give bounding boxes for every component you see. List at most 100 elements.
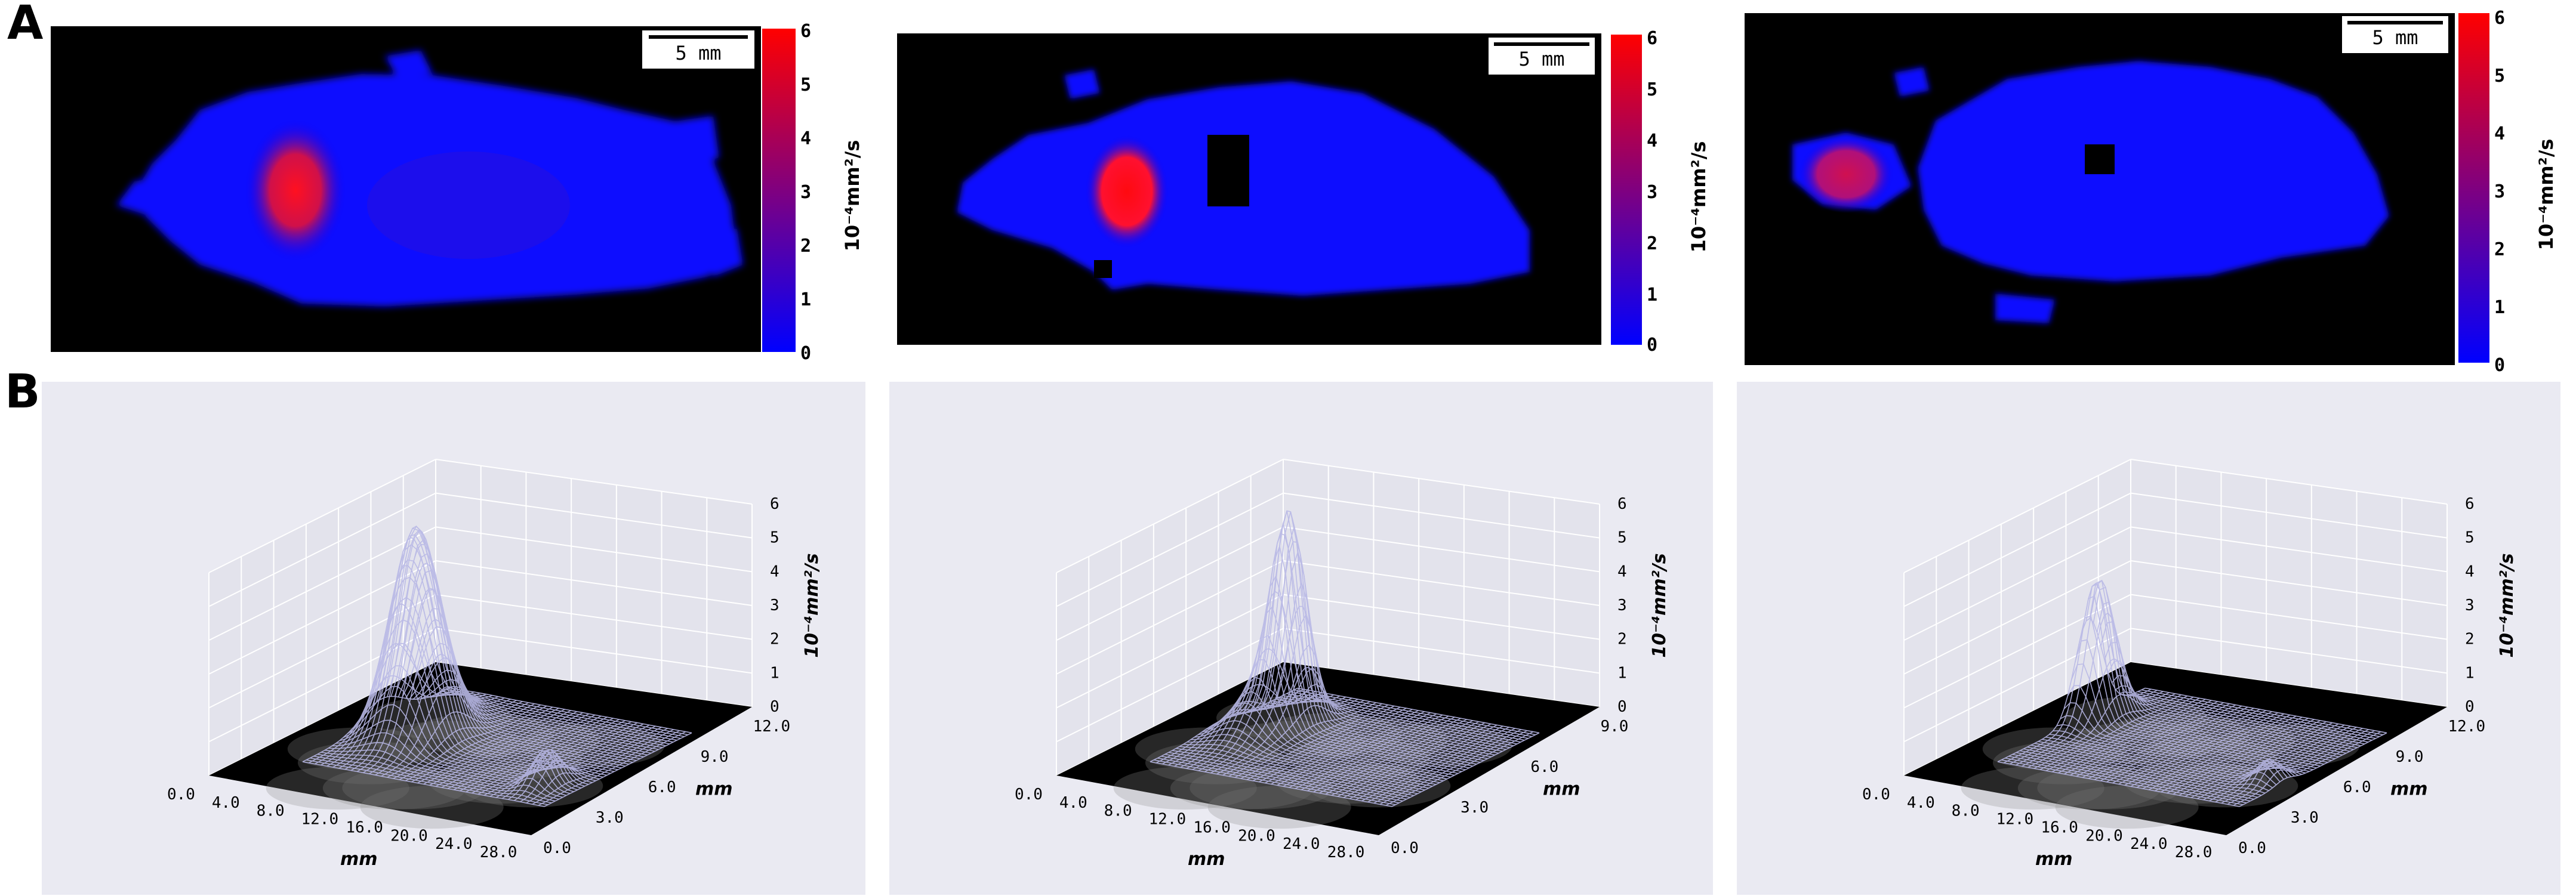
x-tick-label: 12.0 [301,811,338,829]
x-tick-label: 4.0 [1907,794,1935,812]
colorbar-axis-2: 6 5 4 3 2 1 0 10⁻⁴mm²/s [1643,24,1715,358]
z-tick-label: 3 [2465,597,2475,614]
x-tick-label: 12.0 [1996,811,2033,829]
high-diffusivity-region [245,119,346,262]
z-tick-label: 0 [1617,698,1627,716]
colorbar [2458,13,2489,363]
x-tick-label: 0.0 [1015,786,1043,804]
z-tick-label: 6 [2465,495,2475,513]
surface-floor [1056,662,1600,835]
z-tick-label: 0 [2465,698,2475,716]
colorbar-tick: 5 [800,75,811,95]
svg-text:1: 1 [1647,285,1657,305]
z-tick-label: 3 [1617,597,1627,614]
scale-bar-label: 5 mm [1518,48,1564,70]
z-axis-ticks: 0 1 2 3 4 5 6 [1617,495,1627,716]
z-tick-label: 4 [770,563,779,580]
adc-map-3: 5 mm [1745,13,2491,365]
svg-text:2: 2 [1647,233,1657,254]
z-tick-label: 1 [770,664,779,682]
axes-grid [1903,459,2448,776]
y-tick-label: 3.0 [2291,809,2319,827]
axes-grid [208,459,753,776]
colorbar-tick: 4 [800,128,811,149]
panel-b-label: B [5,365,41,419]
scale-bar: 5 mm [641,29,756,70]
y-tick-label: 6.0 [648,778,676,796]
colorbar-tick: 0 [800,343,811,364]
x-axis-label: mm [2035,849,2073,870]
x-tick-label: 28.0 [1327,844,1365,861]
scale-bar: 5 mm [1487,36,1596,76]
x-axis-ticks: 0.0 4.0 8.0 12.0 16.0 20.0 24.0 28.0 [167,786,517,861]
svg-text:4: 4 [2494,123,2505,144]
surface-floor [1904,662,2447,835]
x-tick-label: 0.0 [167,786,195,804]
y-tick-label: 6.0 [1530,758,1558,776]
y-tick-label: 12.0 [2448,718,2486,736]
x-tick-label: 20.0 [2085,827,2123,845]
z-tick-label: 6 [770,495,779,513]
y-tick-label: 9.0 [1601,718,1629,736]
svg-text:5: 5 [1647,79,1657,100]
z-axis-label: 10⁻⁴mm²/s [2497,553,2518,657]
y-tick-label: 0.0 [543,839,571,857]
svg-text:0: 0 [1647,335,1657,356]
y-axis-label: mm [1543,779,1580,800]
z-tick-label: 2 [770,631,779,648]
adc-map-2: 5 mm [897,33,1643,350]
svg-text:10⁻⁴mm²/s: 10⁻⁴mm²/s [1687,141,1710,253]
colorbar-tick: 1 [800,289,811,310]
colorbar-tick: 3 [800,182,811,203]
x-tick-label: 16.0 [2041,818,2078,836]
z-axis-label: 10⁻⁴mm²/s [1649,553,1670,657]
z-tick-label: 2 [2465,631,2475,648]
y-tick-label: 0.0 [2238,839,2266,857]
z-tick-label: 4 [1617,563,1627,580]
svg-text:6: 6 [2494,8,2505,29]
x-tick-label: 28.0 [2175,844,2213,861]
z-tick-label: 2 [1617,631,1627,648]
x-tick-label: 24.0 [1283,835,1320,853]
surface-wireframe [302,525,692,807]
x-tick-label: 8.0 [257,802,285,820]
x-axis-ticks: 0.0 4.0 8.0 12.0 16.0 20.0 24.0 28.0 [1862,786,2212,861]
x-tick-label: 8.0 [1952,802,1980,820]
y-axis-ticks: 0.0 3.0 6.0 9.0 12.0 [2238,718,2485,857]
z-tick-label: 1 [2465,664,2475,682]
y-tick-label: 9.0 [2396,748,2424,766]
x-tick-label: 0.0 [1862,786,1890,804]
colorbar-tick: 2 [800,236,811,257]
y-tick-label: 3.0 [1460,799,1489,817]
z-tick-label: 3 [770,597,779,614]
x-tick-label: 16.0 [1193,818,1231,836]
y-axis-label: mm [2390,779,2428,800]
y-axis-label: mm [695,779,733,800]
x-tick-label: 12.0 [1148,811,1186,829]
z-axis-ticks: 0 1 2 3 4 5 6 [770,495,779,716]
surface-wireframe [1150,510,1540,807]
svg-text:10⁻⁴mm²/s: 10⁻⁴mm²/s [2535,139,2557,251]
surface-wireframe [1997,579,2387,807]
high-diffusivity-region [1798,135,1894,213]
y-tick-label: 0.0 [1391,839,1419,857]
y-tick-label: 6.0 [2343,778,2371,796]
x-tick-label: 4.0 [1059,794,1087,812]
z-tick-label: 0 [770,698,779,716]
x-tick-label: 8.0 [1104,802,1132,820]
svg-text:3: 3 [2494,181,2505,202]
z-axis-label: 10⁻⁴mm²/s [802,553,822,657]
surface-plot-3: 0 1 2 3 4 5 6 10⁻⁴mm²/s 0.0 4.0 8.0 12.0 16.0 20.0 24.… [1737,382,2560,895]
y-tick-label: 3.0 [596,809,624,827]
colorbar-tick: 6 [800,21,811,42]
high-diffusivity-region [1085,135,1169,248]
x-tick-label: 16.0 [346,818,383,836]
svg-text:6: 6 [1647,28,1657,49]
svg-text:4: 4 [1647,131,1657,152]
x-axis-ticks: 0.0 4.0 8.0 12.0 16.0 20.0 24.0 28.0 [1015,786,1364,861]
colorbar [1611,35,1642,345]
surface-plot-1: 0 1 2 3 4 5 6 10⁻⁴mm²/s 0.0 4.0 8.0 12.0 16.0 20.0 24.… [42,382,865,895]
z-tick-label: 5 [770,529,779,547]
x-tick-label: 28.0 [480,844,517,861]
svg-text:5: 5 [2494,66,2505,86]
